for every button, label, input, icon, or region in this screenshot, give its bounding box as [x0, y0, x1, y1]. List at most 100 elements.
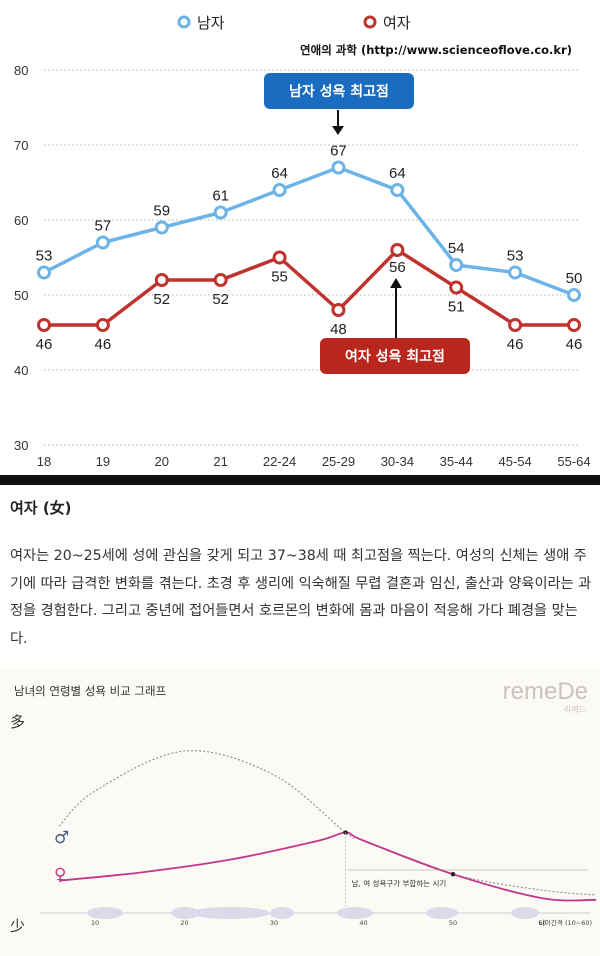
- data-label: 52: [153, 291, 170, 308]
- legend-marker: [363, 15, 377, 29]
- male-symbol: ♂: [54, 828, 69, 848]
- data-label: 46: [36, 336, 53, 353]
- axis-blob: [426, 907, 458, 919]
- watermark: remeDe: [503, 678, 588, 705]
- annotation-arrowhead: [390, 278, 402, 288]
- y-tick-label: 40: [14, 363, 28, 378]
- data-label: 54: [448, 240, 465, 257]
- data-label: 67: [330, 143, 347, 160]
- data-label: 53: [36, 248, 53, 265]
- x-tick-label: 30: [270, 919, 278, 927]
- data-label: 46: [95, 336, 112, 353]
- x-tick-label: 10: [91, 919, 99, 927]
- data-label: 46: [566, 336, 583, 353]
- axis-blob: [511, 907, 539, 919]
- x-tick-label: 20: [155, 454, 169, 469]
- data-label: 61: [212, 188, 229, 205]
- data-point: [508, 318, 523, 332]
- data-point: [37, 318, 51, 332]
- data-point: [95, 235, 110, 250]
- x-tick-label: 22-24: [263, 454, 296, 469]
- data-label: 56: [389, 259, 406, 276]
- data-point: [449, 280, 464, 295]
- article-section: 여자 (女) 여자는 20~25세에 성에 관심을 갖게 되고 37~38세 때…: [0, 485, 600, 667]
- y-tick-label: 60: [14, 213, 28, 228]
- y-tick-label: 50: [14, 288, 28, 303]
- section-divider: [0, 475, 600, 485]
- data-label: 52: [212, 291, 229, 308]
- x-tick-label: 55-64: [557, 454, 590, 469]
- y-tick-label: 80: [14, 63, 28, 78]
- source-credit: 연애의 과학 (http://www.scienceoflove.co.kr): [300, 43, 572, 57]
- axis-blob: [87, 907, 123, 919]
- x-tick-label: 50: [449, 919, 457, 927]
- female-curve: [59, 831, 597, 902]
- x-tick-label: 20: [180, 919, 188, 927]
- data-point: [37, 265, 51, 280]
- x-tick-label: 21: [213, 454, 227, 469]
- watermark-sub: 리메드: [564, 705, 586, 714]
- data-point: [154, 220, 169, 235]
- y-tick-label: 70: [14, 138, 28, 153]
- axis-blob: [337, 907, 373, 919]
- data-point: [390, 243, 405, 257]
- match-point: [450, 872, 456, 877]
- axis-blob: [270, 907, 294, 919]
- x-tick-label: 19: [96, 454, 110, 469]
- data-label: 59: [153, 203, 170, 220]
- y-low-label: 少: [10, 917, 25, 935]
- data-label: 46: [507, 336, 524, 353]
- x-tick-label: 35-44: [440, 454, 473, 469]
- data-label: 50: [566, 270, 583, 287]
- x-tick-label: 30-34: [381, 454, 414, 469]
- data-point: [567, 288, 581, 302]
- x-tick-label: 45-54: [498, 454, 531, 469]
- male-peak-label: 남자 성욕 최고점: [289, 83, 389, 100]
- data-label: 51: [448, 299, 465, 316]
- data-point: [213, 273, 228, 287]
- data-point: [95, 318, 110, 332]
- male-curve: [58, 750, 597, 896]
- data-point: [390, 183, 405, 197]
- data-point: [272, 250, 287, 265]
- data-point: [331, 303, 346, 317]
- x-tick-label: 25-29: [322, 454, 355, 469]
- article-title: 여자 (女): [10, 499, 72, 517]
- match-annotation: 남, 여 성욕구가 부합하는 시기: [352, 878, 447, 888]
- legend-marker: [177, 15, 191, 29]
- legend-label: 남자: [197, 14, 225, 32]
- axis-blob: [171, 907, 199, 919]
- y-high-label: 多: [10, 713, 25, 731]
- data-point: [567, 318, 581, 332]
- data-point: [213, 205, 228, 220]
- y-tick-label: 30: [14, 438, 28, 453]
- data-label: 64: [271, 165, 288, 182]
- data-point: [508, 265, 523, 280]
- data-label: 57: [95, 218, 112, 235]
- graph-title: 남녀의 연령별 성욕 비교 그래프: [14, 684, 166, 698]
- match-point: [343, 830, 348, 835]
- series-line: [43, 165, 575, 297]
- data-label: 55: [271, 269, 288, 286]
- series-line: [44, 248, 574, 327]
- article-body: 여자는 20~25세에 성에 관심을 갖게 되고 37~38세 때 최고점을 찍…: [10, 548, 592, 647]
- female-peak-label: 여자 성욕 최고점: [345, 348, 445, 365]
- libido-line-chart: 30 40 50 60 70 80 18 19 20 21 22-24 25-29 30-34 35-44…: [14, 14, 591, 469]
- data-label: 64: [389, 165, 406, 182]
- data-label: 53: [507, 248, 524, 265]
- legend-label: 여자: [383, 14, 411, 32]
- x-axis-label: 나이간격 (10~60): [539, 918, 592, 927]
- x-tick-label: 60: [538, 919, 546, 927]
- comparison-graph-panel: 남녀의 연령별 성욕 비교 그래프 remeDe 리메드 多少 10 20 30 40 50 60…: [0, 667, 600, 956]
- data-point: [449, 258, 464, 272]
- x-tick-label: 40: [359, 919, 367, 927]
- female-peak-box: [320, 338, 470, 374]
- annotation-arrowhead: [332, 126, 344, 135]
- data-point: [331, 160, 346, 175]
- male-peak-box: [264, 73, 414, 109]
- x-tick-label: 18: [37, 454, 51, 469]
- data-point: [154, 273, 169, 287]
- female-symbol: ♀: [54, 865, 66, 885]
- data-label: 48: [330, 321, 347, 338]
